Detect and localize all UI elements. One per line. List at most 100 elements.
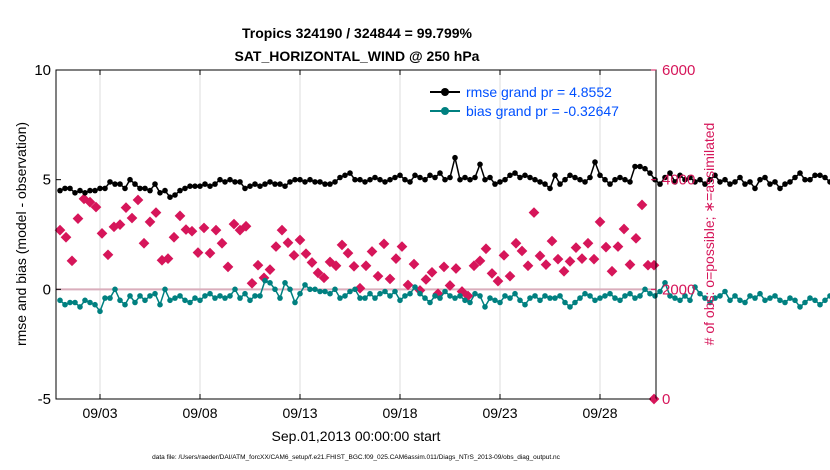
bias-marker (367, 290, 373, 297)
rmse-marker (777, 185, 783, 192)
bias-marker (697, 290, 703, 297)
rmse-marker (382, 179, 388, 185)
rmse-marker (772, 179, 778, 185)
obs-assimilated-marker (114, 219, 126, 230)
bias-marker (452, 295, 458, 301)
bias-marker (642, 286, 648, 293)
obs-assimilated-marker (594, 216, 606, 228)
y-left-tick-label: -5 (38, 391, 51, 408)
y-right-tick-label: 4000 (662, 172, 695, 189)
rmse-marker (267, 179, 273, 185)
bias-marker (687, 297, 693, 304)
rmse-marker (782, 181, 788, 187)
rmse-marker (802, 176, 808, 183)
bias-marker (682, 293, 688, 299)
bias-marker (252, 293, 258, 299)
bias-marker (187, 299, 193, 306)
bias-marker (107, 295, 113, 301)
bias-marker (297, 290, 303, 297)
rmse-marker (662, 174, 668, 181)
obs-assimilated-marker (294, 234, 306, 246)
obs-assimilated-marker (450, 263, 462, 274)
rmse-marker (122, 185, 128, 192)
bias-marker (272, 286, 278, 293)
bias-marker (62, 301, 68, 308)
rmse-marker (807, 176, 813, 183)
obs-assimilated-marker (264, 264, 276, 275)
rmse-marker (347, 170, 353, 176)
rmse-marker (642, 165, 648, 172)
rmse-marker (477, 161, 483, 168)
obs-assimilated-marker (378, 238, 390, 250)
bias-marker (662, 280, 668, 286)
obs-assimilated-marker (390, 253, 402, 264)
obs-assimilated-marker (270, 241, 282, 252)
obs-assimilated-marker (588, 253, 600, 265)
rmse-marker (787, 179, 793, 185)
bias-marker (232, 286, 238, 293)
obs-assimilated-marker (480, 243, 492, 255)
bias-marker (397, 297, 403, 304)
bias-marker (647, 290, 653, 297)
bias-marker (717, 293, 723, 299)
x-axis-label: Sep.01,2013 00:00:00 start (272, 428, 441, 444)
bias-marker (437, 295, 443, 301)
bias-marker (227, 293, 233, 299)
obs-assimilated-marker (492, 275, 504, 287)
rmse-marker (307, 176, 313, 183)
chart-title-line1: Tropics 324190 / 324844 = 99.799% (242, 25, 473, 41)
rmse-marker (352, 176, 358, 183)
rmse-marker (507, 172, 513, 179)
bias-marker (192, 295, 198, 301)
rmse-marker (82, 190, 88, 196)
bias-marker (102, 295, 108, 301)
bias-marker (307, 286, 313, 293)
rmse-marker (482, 176, 488, 183)
obs-assimilated-marker (342, 247, 354, 259)
rmse-marker (492, 181, 498, 187)
rmse-marker (497, 179, 503, 185)
rmse-marker (452, 154, 458, 161)
bias-marker (247, 297, 253, 304)
rmse-marker (337, 174, 343, 181)
bias-marker (672, 295, 678, 301)
y-axis-left-label: rmse and bias (model - observation) (13, 122, 29, 346)
x-tick-label: 09/03 (82, 405, 117, 421)
obs-assimilated-marker (84, 196, 96, 208)
rmse-marker (442, 176, 448, 183)
obs-assimilated-marker (96, 228, 108, 239)
rmse-marker (277, 181, 283, 187)
rmse-marker (712, 172, 718, 179)
obs-assimilated-marker (558, 265, 570, 277)
rmse-marker (262, 181, 268, 187)
obs-assimilated-marker (192, 247, 204, 258)
bias-marker (657, 288, 663, 295)
bias-marker (267, 280, 273, 286)
bias-marker (372, 295, 378, 301)
bias-marker (767, 295, 773, 301)
obs-assimilated-marker (624, 259, 636, 271)
rmse-marker (732, 179, 738, 185)
bias-marker (472, 290, 478, 297)
obs-assimilated-marker (576, 253, 588, 264)
bias-marker (622, 293, 628, 299)
bias-marker (422, 295, 428, 301)
bias-marker (477, 293, 483, 299)
bias-marker (147, 293, 153, 299)
obs-assimilated-marker (168, 231, 180, 243)
obs-assimilated-marker (522, 260, 534, 272)
obs-assimilated-marker (510, 237, 522, 249)
rmse-marker (357, 176, 363, 183)
bias-marker (337, 295, 343, 301)
bias-marker (512, 290, 518, 297)
obs-assimilated-marker (570, 242, 582, 254)
bias-marker (497, 299, 503, 306)
bias-marker (562, 299, 568, 306)
bias-marker (302, 282, 308, 288)
obs-assimilated-marker (366, 246, 378, 257)
rmse-marker (137, 185, 143, 192)
obs-assimilated-marker (402, 279, 414, 291)
obs-assimilated-marker (144, 216, 156, 228)
rmse-marker (812, 172, 818, 179)
bias-marker (777, 297, 783, 304)
